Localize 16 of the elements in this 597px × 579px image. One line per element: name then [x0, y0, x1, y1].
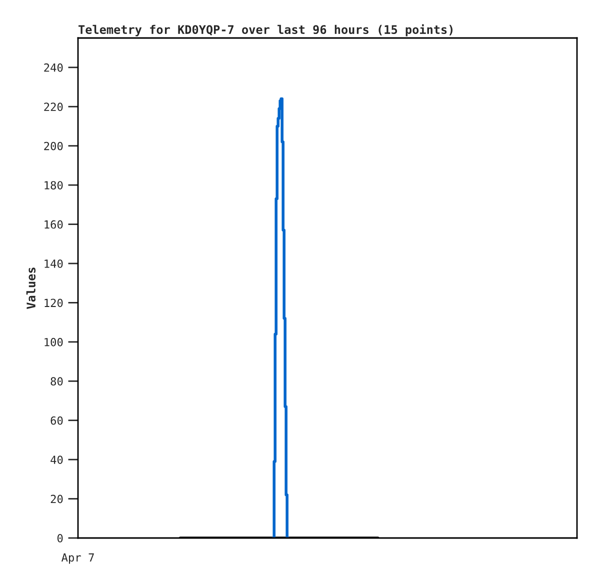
y-tick-label: 60 — [50, 416, 63, 425]
text: Apr 7 — [61, 553, 94, 564]
y-tick-label: 0 — [57, 534, 63, 542]
y-tick-label: 40 — [50, 456, 63, 464]
chart-title: Telemetry for KD0YQP-7 over last 96 hours (15 points) — [78, 24, 452, 36]
y-tick-label: 200 — [44, 142, 63, 150]
y-tick-label: 180 — [44, 181, 63, 190]
y-tick-label: 80 — [50, 377, 63, 386]
y-tick-label: 20 — [50, 494, 63, 504]
y-tick-label: 120 — [44, 298, 63, 308]
y-tick-label: 160 — [44, 220, 63, 229]
y-axis-title: Values — [26, 268, 36, 309]
y-tick-label: 220 — [44, 102, 63, 112]
y-tick-label: 100 — [44, 338, 63, 346]
y-tick-label: 240 — [44, 63, 63, 72]
y-tick-label: 140 — [44, 259, 63, 268]
